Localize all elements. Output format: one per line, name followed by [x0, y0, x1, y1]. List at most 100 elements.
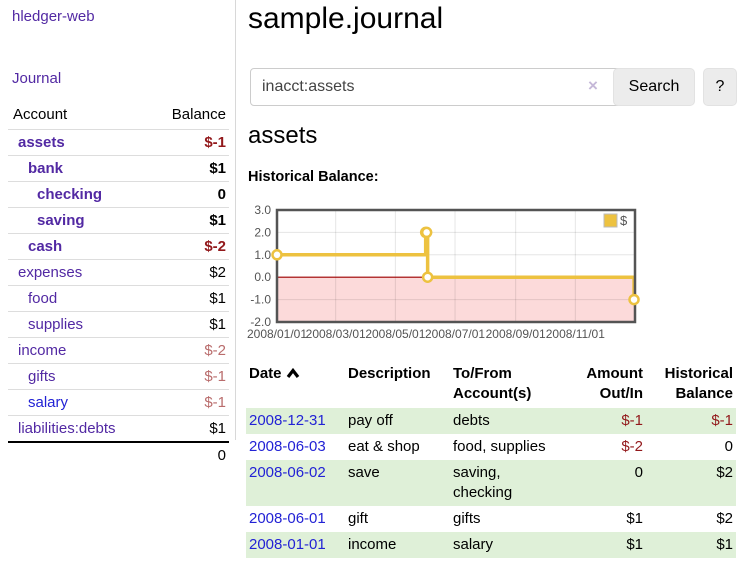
account-link[interactable]: cash — [28, 238, 63, 255]
transaction-accounts: food, supplies — [453, 438, 546, 455]
register-header-accounts: To/From Account(s) — [453, 365, 532, 402]
transaction-balance: 0 — [724, 438, 733, 455]
account-balance: $-1 — [149, 129, 229, 156]
historical-balance-chart: $3.0 2.0 1.0 0.0 -1.0 -2.02008/01/012008/03/0… — [247, 203, 640, 341]
register-row: 2008-12-31 pay off debts $-1 $-1 — [246, 408, 736, 434]
account-link[interactable]: expenses — [18, 264, 83, 281]
accounts-table: Account Balance assets $-1 bank $1 checking 0… — [8, 100, 229, 468]
register-header-date-label: Date — [249, 365, 282, 382]
accounts-total-value: 0 — [149, 441, 229, 468]
y-tick-label: 1.0 — [254, 248, 271, 262]
account-link[interactable]: income — [18, 342, 67, 359]
transaction-balance: $2 — [716, 510, 733, 527]
account-link[interactable]: gifts — [28, 368, 56, 385]
search-clear-icon[interactable]: × — [588, 76, 598, 95]
transaction-amount: 0 — [634, 464, 643, 481]
account-link[interactable]: bank — [28, 160, 64, 177]
account-link[interactable]: food — [28, 290, 58, 307]
negative-region — [277, 277, 635, 322]
app-title-link[interactable]: hledger-web — [12, 8, 95, 25]
account-balance: $-1 — [149, 389, 229, 416]
account-balance: $-1 — [149, 363, 229, 390]
account-heading: assets — [248, 122, 318, 149]
account-link[interactable]: checking — [37, 186, 103, 203]
account-row: bank $1 — [8, 155, 229, 182]
accounts-header-account: Account — [13, 106, 68, 123]
transaction-date-link[interactable]: 2008-01-01 — [249, 536, 326, 553]
transaction-amount: $1 — [626, 536, 643, 553]
account-link[interactable]: supplies — [28, 316, 84, 333]
account-balance: $1 — [149, 285, 229, 312]
y-tick-label: 2.0 — [254, 225, 271, 239]
transaction-description: save — [348, 464, 380, 481]
x-tick-label: 2008/03/01 — [306, 327, 366, 341]
register-row: 2008-06-02 save saving, checking 0 $2 — [246, 460, 736, 506]
account-row: salary $-1 — [8, 389, 229, 416]
transaction-amount: $-1 — [621, 412, 643, 429]
sidebar-item-journal[interactable]: Journal — [12, 70, 62, 87]
account-link[interactable]: assets — [18, 134, 65, 151]
accounts-header-balance: Balance — [171, 106, 226, 123]
transaction-description: eat & shop — [348, 438, 420, 455]
account-balance: $1 — [149, 155, 229, 182]
transaction-amount: $1 — [626, 510, 643, 527]
transaction-description: pay off — [348, 412, 393, 429]
sort-asc-icon — [286, 367, 299, 378]
account-balance: 0 — [149, 181, 229, 208]
register-row: 2008-06-01 gift gifts $1 $2 — [246, 506, 736, 532]
register-row: 2008-01-01 income salary $1 $1 — [246, 532, 736, 558]
register-table-body: 2008-12-31 pay off debts $-1 $-1 2008-06-03 ea… — [246, 408, 736, 558]
register-header-row: Date Description To/From Account(s) Amou… — [246, 360, 736, 408]
y-tick-label: 3.0 — [254, 203, 271, 217]
transaction-balance: $1 — [716, 536, 733, 553]
transaction-description: gift — [348, 510, 369, 527]
account-row: expenses $2 — [8, 259, 229, 286]
transaction-date-link[interactable]: 2008-06-01 — [249, 510, 326, 527]
account-row: supplies $1 — [8, 311, 229, 338]
search-button[interactable]: Search — [613, 68, 695, 106]
account-link[interactable]: liabilities:debts — [18, 420, 116, 437]
transaction-accounts: debts — [453, 412, 490, 429]
register-header-date[interactable]: Date — [246, 360, 345, 408]
transaction-balance: $2 — [716, 464, 733, 481]
account-row: liabilities:debts $1 — [8, 415, 229, 442]
account-row: checking 0 — [8, 181, 229, 208]
account-link[interactable]: salary — [28, 394, 69, 411]
account-balance: $2 — [149, 259, 229, 286]
register-header-balance: Historical Balance — [664, 365, 733, 402]
transaction-description: income — [348, 536, 397, 553]
sidebar-divider — [235, 0, 236, 440]
transaction-date-link[interactable]: 2008-06-03 — [249, 438, 326, 455]
search-input[interactable] — [250, 68, 631, 106]
accounts-table-body: assets $-1 bank $1 checking 0 saving $1 cash $-2 e… — [8, 129, 229, 442]
account-row: gifts $-1 — [8, 363, 229, 390]
y-tick-label: -2.0 — [250, 315, 271, 329]
data-point-marker — [628, 293, 640, 306]
account-row: assets $-1 — [8, 129, 229, 156]
register-table: Date Description To/From Account(s) Amou… — [246, 360, 736, 558]
account-balance: $1 — [149, 311, 229, 338]
account-link[interactable]: saving — [37, 212, 85, 229]
x-tick-label: 2008/07/01 — [425, 327, 485, 341]
plot-border — [275, 208, 637, 324]
help-button[interactable]: ? — [703, 68, 737, 106]
account-balance: $-2 — [149, 233, 229, 260]
account-row: income $-2 — [8, 337, 229, 364]
account-row: food $1 — [8, 285, 229, 312]
chart-heading: Historical Balance: — [248, 169, 379, 185]
account-balance: $1 — [149, 415, 229, 442]
transaction-date-link[interactable]: 2008-12-31 — [249, 412, 326, 429]
register-header-description: Description — [348, 365, 431, 382]
account-row: cash $-2 — [8, 233, 229, 260]
accounts-total-spacer — [8, 441, 150, 468]
y-tick-label: -1.0 — [250, 293, 271, 307]
x-tick-label: 2008/11/01 — [546, 327, 605, 341]
y-tick-label: 0.0 — [254, 270, 271, 284]
transaction-accounts: saving, checking — [453, 464, 513, 501]
legend-swatch — [603, 213, 618, 228]
x-tick-label: 2008/05/01 — [365, 327, 425, 341]
accounts-header-row: Account Balance — [8, 100, 229, 130]
transaction-date-link[interactable]: 2008-06-02 — [249, 464, 326, 481]
data-point-marker — [420, 226, 433, 239]
